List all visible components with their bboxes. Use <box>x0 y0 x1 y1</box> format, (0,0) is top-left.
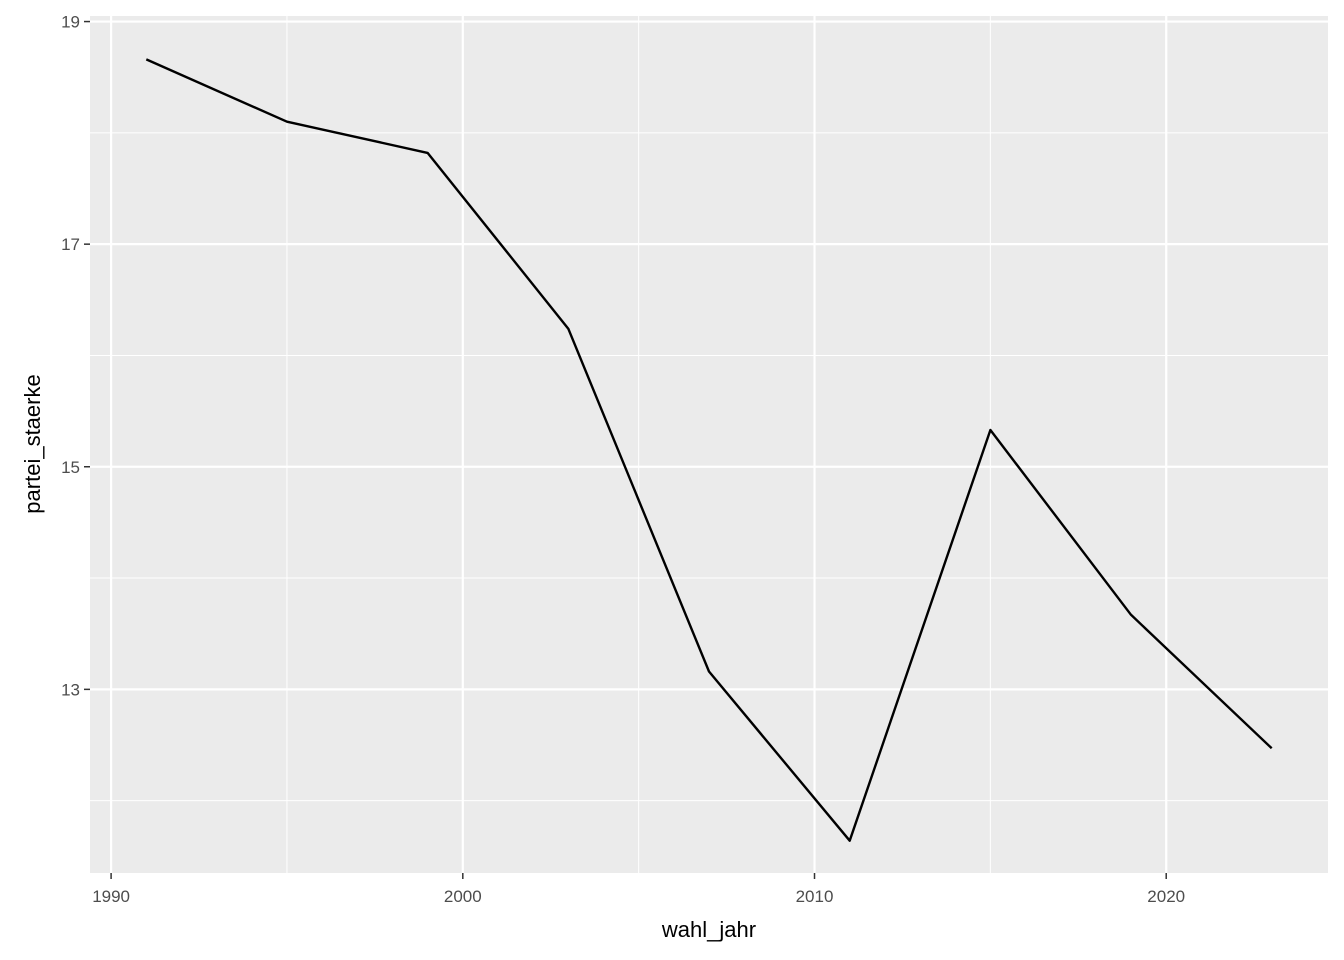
major-grid <box>90 16 1328 873</box>
x-axis-title: wahl_jahr <box>661 917 756 942</box>
series-line <box>145 58 1273 842</box>
series-layer <box>145 58 1273 842</box>
y-tick-label: 13 <box>61 680 80 699</box>
y-tick-label: 17 <box>61 235 80 254</box>
y-tick-label: 15 <box>61 458 80 477</box>
x-tick-label: 2000 <box>444 887 482 906</box>
x-axis: 1990 2000 2010 2020 <box>92 873 1185 906</box>
minor-grid <box>90 16 1328 873</box>
panel-background <box>90 16 1328 873</box>
y-tick-label: 19 <box>61 13 80 32</box>
x-tick-label: 1990 <box>92 887 130 906</box>
y-axis-title: partei_staerke <box>20 374 45 513</box>
y-axis: 13 15 17 19 <box>61 13 90 699</box>
x-tick-label: 2020 <box>1147 887 1185 906</box>
x-tick-label: 2010 <box>796 887 834 906</box>
